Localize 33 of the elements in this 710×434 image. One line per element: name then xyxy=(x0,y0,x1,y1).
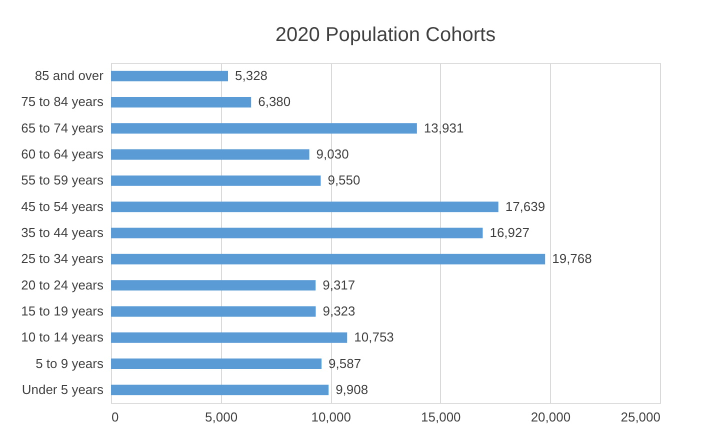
data-label: 9,317 xyxy=(322,277,356,292)
data-label: 9,030 xyxy=(316,146,349,162)
y-tick-label: 25 to 34 years xyxy=(21,251,104,266)
y-tick-label: 35 to 44 years xyxy=(21,225,104,240)
y-tick-label: 75 to 84 years xyxy=(21,94,104,110)
x-tick-label: 10,000 xyxy=(311,410,351,424)
data-label: 16,927 xyxy=(490,225,530,240)
chart-title: 2020 Population Cohorts xyxy=(275,24,496,46)
data-label: 5,328 xyxy=(235,68,268,84)
y-tick-label: 5 to 9 years xyxy=(36,356,104,371)
y-tick-label: 55 to 59 years xyxy=(21,172,104,188)
x-tick-label: 20,000 xyxy=(530,410,571,424)
y-tick-label: 60 to 64 years xyxy=(21,146,104,162)
data-label: 9,550 xyxy=(328,172,360,188)
data-label: 10,753 xyxy=(354,330,394,345)
y-tick-label: Under 5 years xyxy=(22,382,104,397)
y-tick-label: 85 and over xyxy=(34,68,104,84)
y-tick-label: 45 to 54 years xyxy=(21,198,104,214)
data-label: 9,323 xyxy=(322,303,356,318)
x-tick-label: 25,000 xyxy=(620,410,660,424)
data-label: 6,380 xyxy=(258,94,291,110)
y-tick-label: 65 to 74 years xyxy=(21,120,104,136)
data-label: 13,931 xyxy=(424,120,464,136)
x-tick-label: 5,000 xyxy=(205,410,238,424)
y-tick-label: 15 to 19 years xyxy=(21,303,104,318)
x-tick-label: 15,000 xyxy=(421,410,461,424)
data-label: 9,908 xyxy=(336,382,368,397)
x-tick-label: 0 xyxy=(112,410,119,424)
data-label: 17,639 xyxy=(505,198,546,214)
y-tick-label: 20 to 24 years xyxy=(21,277,104,292)
data-label: 19,768 xyxy=(552,251,592,266)
y-tick-label: 10 to 14 years xyxy=(21,330,104,345)
data-label: 9,587 xyxy=(328,356,362,371)
